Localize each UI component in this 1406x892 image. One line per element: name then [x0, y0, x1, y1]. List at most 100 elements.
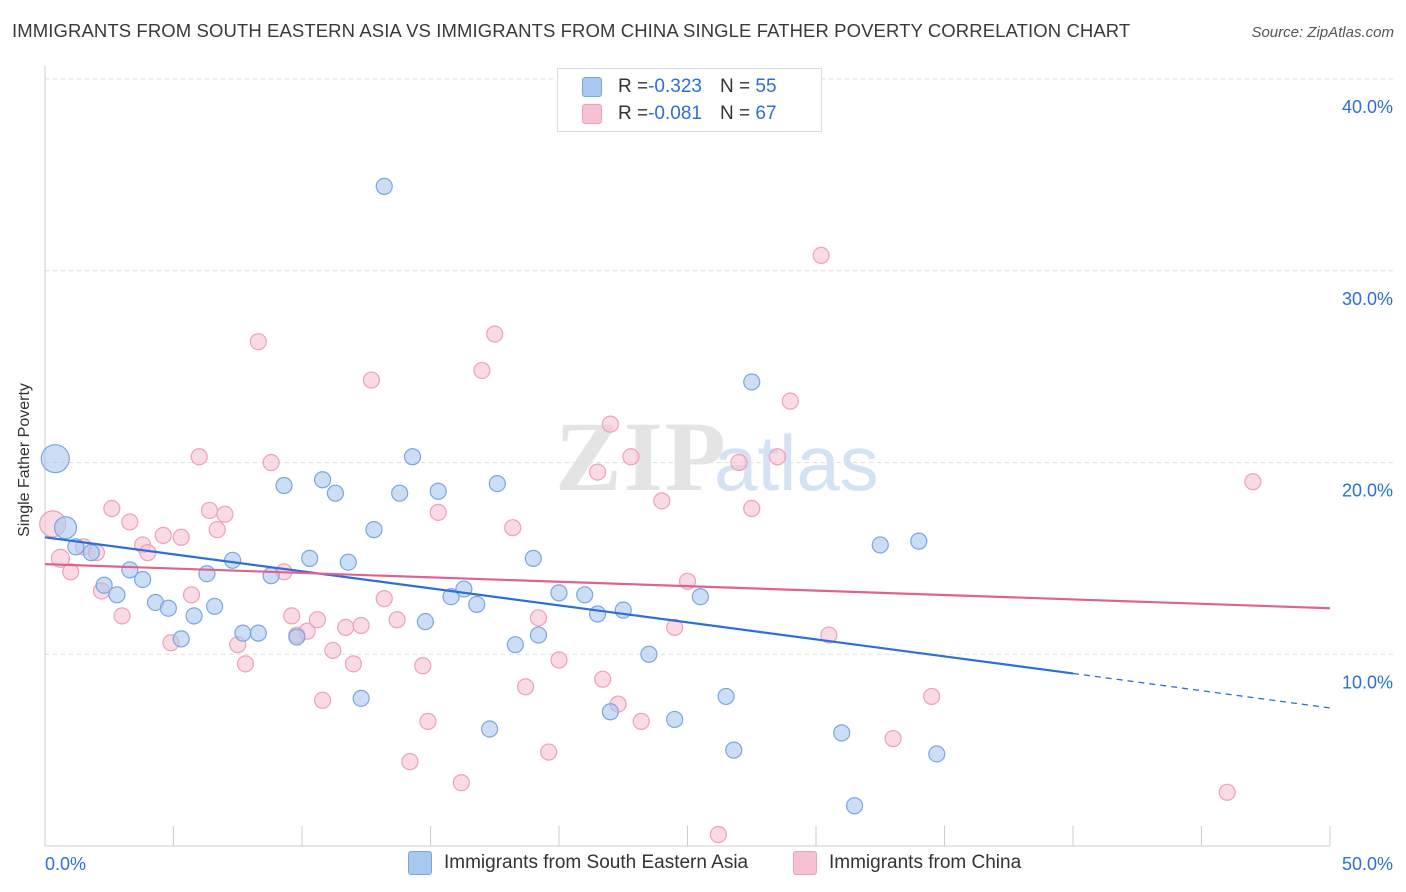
correlation-legend: R = -0.323 N = 55 R = -0.081 N = 67: [557, 68, 822, 132]
china-point: [352, 616, 370, 635]
china-point: [473, 361, 491, 380]
china-point: [324, 641, 342, 660]
sea-point: [506, 636, 524, 654]
china-point: [283, 607, 301, 625]
sea-point: [640, 645, 658, 663]
china-point: [262, 453, 280, 472]
china-point: [768, 448, 787, 466]
legend-swatch-sea: [408, 851, 432, 875]
china-point: [884, 730, 902, 748]
sea-point: [576, 586, 594, 604]
sea-point: [249, 624, 267, 642]
china-point: [594, 670, 612, 688]
tick-labels: 0.0% 50.0% 10.0% 20.0% 30.0% 40.0%: [45, 97, 1393, 874]
sea-point: [53, 516, 78, 540]
sea-point: [550, 584, 568, 602]
sea-point: [442, 588, 460, 606]
trend-line: [44, 563, 1331, 610]
legend-item-sea: Immigrants from South Eastern Asia: [408, 851, 748, 875]
legend-row-sea: R = -0.323 N = 55: [582, 75, 777, 99]
china-point: [540, 743, 558, 761]
legend-n-label: N =: [719, 76, 751, 97]
china-point: [653, 492, 671, 510]
sea-point: [391, 484, 409, 502]
sea-point: [481, 720, 499, 738]
y-axis-label: Single Father Poverty: [16, 383, 33, 537]
sea-point: [375, 177, 393, 195]
sea-point: [455, 580, 473, 598]
sea-point: [717, 687, 735, 706]
sea-point: [614, 601, 632, 619]
trend-line: [44, 536, 1074, 675]
china-point: [601, 415, 620, 433]
sea-point: [910, 532, 928, 550]
china-point: [375, 590, 393, 608]
china-point: [337, 618, 355, 637]
sea-point: [326, 484, 345, 502]
china-point: [516, 678, 535, 696]
legend-label-china: Immigrants from China: [829, 852, 1022, 873]
legend-n-value-sea: 55: [755, 76, 777, 97]
china-point: [362, 371, 380, 389]
sea-point: [468, 595, 486, 613]
china-point: [62, 563, 80, 581]
sea-point: [40, 444, 70, 474]
china-point: [200, 501, 219, 520]
watermark-zip: ZIP: [555, 401, 728, 512]
sea-point: [352, 689, 370, 707]
sea-point: [134, 570, 152, 589]
sea-point: [429, 482, 447, 500]
grid-layer: [45, 78, 1395, 655]
sea-point: [725, 741, 743, 759]
china-point: [1218, 783, 1236, 801]
sea-point: [365, 521, 383, 539]
china-point: [419, 712, 437, 730]
series-china-points: [39, 246, 1262, 844]
sea-point: [198, 565, 216, 583]
y-tick-label: 10.0%: [1342, 672, 1393, 692]
y-tick-label: 20.0%: [1342, 481, 1393, 501]
china-point: [622, 448, 640, 466]
legend-swatch-china: [582, 104, 602, 124]
sea-point: [833, 724, 851, 742]
legend-r-value-china: -0.081: [648, 103, 702, 124]
trend-layer: [44, 536, 1331, 709]
sea-point: [588, 605, 607, 623]
legend-item-china: Immigrants from China: [793, 851, 1021, 875]
china-point: [249, 333, 267, 351]
china-point: [812, 246, 830, 265]
sea-point: [108, 586, 126, 604]
sea-point: [488, 474, 506, 493]
china-point: [414, 657, 432, 675]
china-point: [743, 499, 761, 518]
china-point: [216, 505, 234, 523]
sea-point: [301, 549, 319, 567]
china-point: [103, 499, 121, 518]
legend-row-china: R = -0.081 N = 67: [582, 102, 777, 126]
china-point: [308, 611, 327, 629]
legend-r-label: R =: [618, 103, 649, 124]
series-legend: Immigrants from South Eastern Asia Immig…: [0, 851, 1406, 877]
sea-point: [416, 613, 434, 631]
sea-point: [691, 588, 709, 606]
china-point: [529, 609, 548, 627]
legend-swatch-sea: [582, 77, 602, 97]
sea-point: [666, 710, 684, 729]
sea-point: [524, 549, 542, 567]
china-point: [923, 687, 941, 706]
china-point: [1244, 473, 1262, 491]
china-point: [666, 618, 684, 637]
sea-point: [275, 476, 293, 495]
x-tick-label: 0.0%: [45, 854, 86, 874]
china-point: [550, 651, 568, 669]
sea-point: [206, 597, 224, 615]
y-tick-label: 30.0%: [1342, 289, 1393, 309]
china-point: [313, 691, 332, 709]
sea-point: [82, 544, 100, 562]
sea-point: [845, 797, 864, 815]
watermark: ZIP atlas: [555, 401, 879, 512]
legend-r-value-sea: -0.323: [648, 76, 702, 97]
legend-n-label: N =: [719, 103, 751, 124]
china-point: [344, 655, 362, 673]
china-point: [172, 528, 190, 546]
